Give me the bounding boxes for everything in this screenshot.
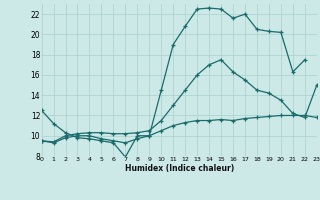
- X-axis label: Humidex (Indice chaleur): Humidex (Indice chaleur): [124, 164, 234, 173]
